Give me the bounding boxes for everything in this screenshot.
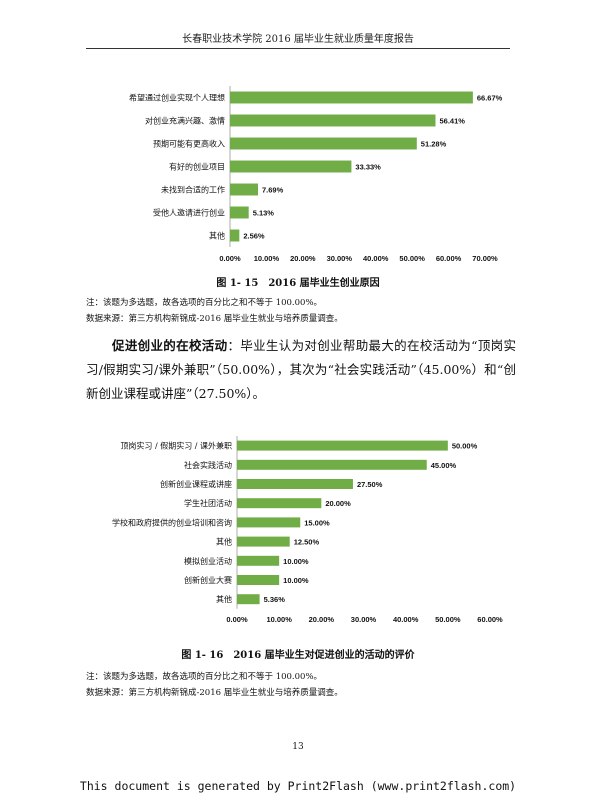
data-label: 15.00% (304, 518, 330, 527)
paragraph-text: ：毕业生认为对创业帮助最大的在校活动为“顶岗实习/假期实习/课外兼职”（50.0… (86, 338, 516, 401)
bar (230, 91, 473, 104)
category-label: 对创业充满兴趣、激情 (145, 116, 225, 126)
bar (237, 459, 427, 470)
bar (237, 517, 301, 528)
category-label: 希望通过创业实现个人理想 (129, 93, 225, 103)
chart1-svg: 希望通过创业实现个人理想 66.67% 对创业充满兴趣、激情 56.41% 预期可能有更… (129, 86, 503, 263)
figure-source-1: 数据来源：第三方机构新锦成-2016 届毕业生就业与培养质量调查。 (86, 314, 343, 324)
x-tick-label: 0.00% (226, 615, 248, 624)
data-label: 10.00% (283, 557, 309, 566)
data-label: 33.33% (355, 163, 381, 172)
category-label: 有好的创业项目 (169, 162, 225, 172)
x-tick-label: 40.00% (393, 615, 419, 624)
data-label: 51.28% (421, 140, 447, 149)
figure-caption-1-15: 图 1- 15 2016 届毕业生创业原因 (216, 278, 380, 289)
category-label: 学生社团活动 (184, 498, 232, 508)
data-label: 56.41% (439, 117, 465, 126)
category-label: 创新创业大赛 (184, 575, 232, 585)
category-label: 其他 (216, 594, 232, 604)
data-label: 50.00% (452, 442, 478, 451)
figure-note-1: 注：该题为多选题，故各选项的百分比之和不等于 100.00%。 (86, 298, 323, 308)
page-number: 13 (292, 742, 304, 752)
x-tick-label: 30.00% (351, 615, 377, 624)
category-label: 受他人邀请进行创业 (153, 208, 225, 218)
header-rule (86, 48, 510, 49)
x-tick-label: 30.00% (327, 254, 353, 263)
data-label: 10.00% (283, 576, 309, 585)
x-tick-label: 50.00% (435, 615, 461, 624)
data-label: 27.50% (357, 480, 383, 489)
bar (237, 536, 290, 547)
x-tick-label: 0.00% (219, 254, 241, 263)
bar (230, 160, 352, 173)
category-label: 预期可能有更高收入 (153, 139, 225, 149)
x-tick-label: 70.00% (472, 254, 498, 263)
x-tick-label: 20.00% (290, 254, 316, 263)
data-label: 5.36% (264, 595, 286, 604)
bar (230, 137, 417, 150)
category-label: 社会实践活动 (184, 460, 232, 470)
category-label: 模拟创业活动 (184, 556, 232, 566)
category-label: 创新创业课程或讲座 (160, 479, 232, 489)
category-label: 其他 (216, 537, 232, 547)
running-header: 长春职业技术学院 2016 届毕业生就业质量年度报告 (182, 34, 414, 45)
body-paragraph: 促进创业的在校活动：毕业生认为对创业帮助最大的在校活动为“顶岗实习/假期实习/课… (86, 334, 516, 406)
chart-promoting-activities: 顶岗实习 / 假期实习 / 课外兼职 50.00% 社会实践活动 45.00% 创新创业… (0, 434, 596, 634)
print2flash-footer: This document is generated by Print2Flas… (79, 779, 517, 793)
x-tick-label: 60.00% (477, 615, 503, 624)
data-label: 2.56% (243, 232, 265, 241)
bar (237, 479, 353, 489)
category-label: 顶岗实习 / 假期实习 / 课外兼职 (120, 441, 232, 451)
x-tick-label: 10.00% (254, 254, 280, 263)
category-label: 其他 (209, 231, 225, 241)
data-label: 5.13% (253, 209, 275, 218)
data-label: 66.67% (477, 94, 503, 103)
data-label: 45.00% (431, 461, 457, 470)
figure-caption-1-16: 图 1- 16 2016 届毕业生对促进创业的活动的评价 (181, 650, 415, 661)
bar (237, 594, 260, 605)
bar (237, 555, 280, 566)
paragraph-lead: 促进创业的在校活动 (112, 338, 228, 353)
bar (237, 440, 448, 451)
x-tick-label: 50.00% (399, 254, 425, 263)
figure-note-2: 注：该题为多选题，故各选项的百分比之和不等于 100.00%。 (86, 672, 323, 682)
category-label: 学校和政府提供的创业培训和咨询 (112, 517, 232, 527)
x-tick-label: 10.00% (266, 615, 292, 624)
bar (237, 498, 322, 509)
data-label: 7.69% (262, 186, 284, 195)
bar (230, 114, 436, 127)
figure-source-2: 数据来源：第三方机构新锦成-2016 届毕业生就业与培养质量调查。 (86, 688, 343, 698)
data-label: 12.50% (294, 538, 320, 547)
x-tick-label: 60.00% (436, 254, 462, 263)
bar (230, 206, 249, 219)
bar (230, 229, 240, 242)
bar (230, 183, 259, 196)
chart-entrepreneurship-reasons: 希望通过创业实现个人理想 66.67% 对创业充满兴趣、激情 56.41% 预期可能有更… (0, 84, 596, 264)
bar (237, 575, 280, 585)
category-label: 未找到合适的工作 (161, 185, 225, 195)
x-tick-label: 40.00% (363, 254, 389, 263)
data-label: 20.00% (325, 499, 351, 508)
chart2-svg: 顶岗实习 / 假期实习 / 课外兼职 50.00% 社会实践活动 45.00% 创新创业… (112, 436, 503, 624)
x-tick-label: 20.00% (309, 615, 335, 624)
